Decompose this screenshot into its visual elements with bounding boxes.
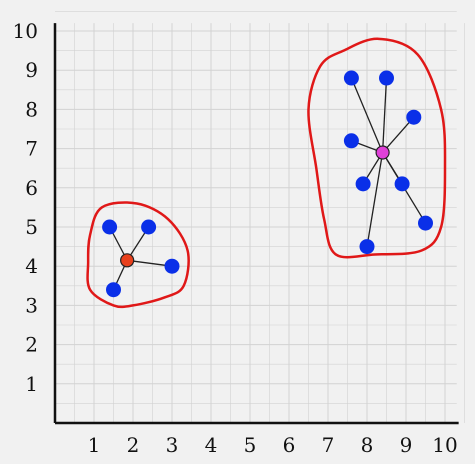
data-point: [418, 215, 433, 231]
x-tick-label: 9: [400, 433, 413, 457]
data-point: [164, 258, 180, 274]
x-tick-label: 6: [283, 433, 296, 457]
y-tick-label: 10: [13, 19, 38, 43]
cluster-outline: [307, 37, 447, 259]
cluster-link: [127, 259, 173, 267]
x-tick-label: 1: [88, 433, 101, 457]
grid: [55, 11, 465, 423]
x-tick-label: 5: [244, 433, 257, 457]
data-point: [379, 70, 394, 86]
tick-labels: 1 2 3 4 5 6 7 8 9 10 1 2 3 4 5 6 7 8 9 10: [13, 19, 458, 457]
y-tick-label: 4: [25, 254, 38, 278]
data-point: [141, 219, 157, 235]
data-point: [406, 109, 422, 125]
y-tick-label: 9: [25, 58, 38, 82]
y-tick-label: 6: [25, 176, 38, 200]
cluster-link: [382, 116, 415, 153]
cluster-centroid: [120, 253, 135, 268]
x-tick-label: 8: [361, 433, 374, 457]
x-tick-label: 3: [166, 433, 179, 457]
y-tick-label: 7: [25, 137, 38, 161]
cluster-link: [381, 78, 388, 153]
x-tick-label: 7: [322, 433, 335, 457]
y-tick-label: 1: [25, 372, 38, 396]
data-point: [343, 133, 359, 149]
x-tick-label: 4: [205, 433, 218, 457]
data-point: [355, 176, 371, 192]
cluster-centroid: [375, 145, 390, 160]
x-tick-label: 2: [127, 433, 140, 457]
cluster-outline: [86, 201, 190, 309]
cluster-link: [350, 77, 384, 153]
cluster-1: [86, 201, 190, 309]
cluster-link: [366, 152, 384, 247]
data-point: [359, 239, 375, 255]
y-tick-label: 8: [25, 97, 38, 121]
data-point: [106, 282, 121, 298]
data-point: [343, 70, 359, 86]
clusters: [86, 37, 447, 309]
axes: [53, 23, 459, 425]
data-point: [102, 219, 118, 235]
y-tick-label: 5: [25, 215, 38, 239]
x-tick-label: 10: [432, 433, 457, 457]
y-tick-label: 3: [25, 293, 38, 317]
data-point: [394, 176, 410, 192]
cluster-2: [307, 37, 447, 259]
y-tick-label: 2: [25, 333, 38, 357]
